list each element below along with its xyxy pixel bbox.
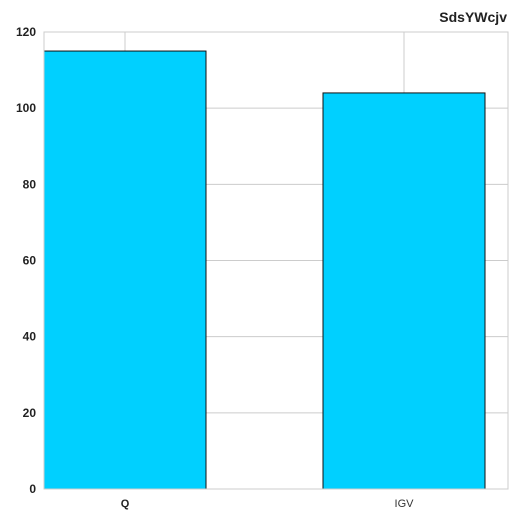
y-tick-label: 60 xyxy=(23,254,37,268)
y-tick-label: 0 xyxy=(29,482,36,496)
y-tick-label: 20 xyxy=(23,406,37,420)
x-tick-label: Q xyxy=(121,498,130,510)
y-tick-label: 120 xyxy=(16,25,36,39)
y-tick-label: 80 xyxy=(23,177,37,191)
x-axis-ticks: Q IGV xyxy=(121,498,414,510)
bars xyxy=(43,50,486,490)
bar-q xyxy=(43,50,207,490)
plot-frame xyxy=(43,31,509,490)
x-tick-label: IGV xyxy=(395,498,415,510)
y-tick-label: 100 xyxy=(16,101,36,115)
y-tick-label: 40 xyxy=(23,330,37,344)
bar-igv xyxy=(322,92,486,490)
chart-title: SdsYWcjv xyxy=(439,9,507,25)
y-axis-ticks: 0 20 40 60 80 100 120 xyxy=(16,25,36,496)
